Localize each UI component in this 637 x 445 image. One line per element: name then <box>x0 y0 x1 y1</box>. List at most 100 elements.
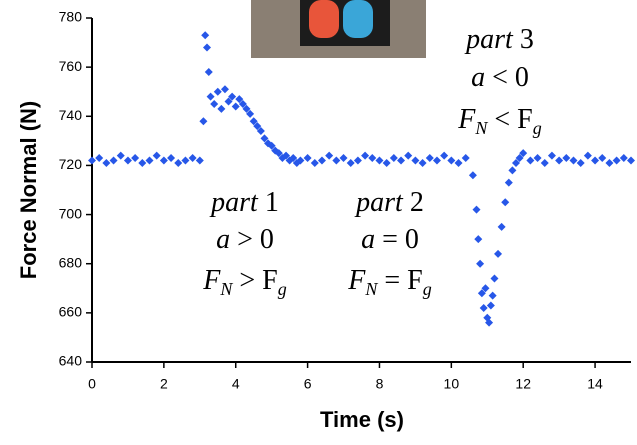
data-point <box>102 158 111 167</box>
data-point <box>220 85 229 94</box>
data-point <box>217 104 226 113</box>
data-point <box>382 158 391 167</box>
annotation: part 3 <box>464 24 534 55</box>
data-point <box>167 154 176 163</box>
annotation-text: F <box>202 265 221 296</box>
y-tick-label: 700 <box>59 205 83 221</box>
annotation-text: F <box>347 265 366 296</box>
annotation-subscript: N <box>364 279 378 299</box>
photo <box>251 0 426 58</box>
annotation-text: F <box>457 104 476 135</box>
data-point <box>235 95 244 104</box>
data-point <box>583 151 592 160</box>
data-point <box>332 156 341 165</box>
data-point <box>246 109 255 118</box>
data-point <box>95 154 104 163</box>
data-point <box>238 100 247 108</box>
annotation-text: 2 <box>403 187 424 218</box>
x-tick-label: 8 <box>376 376 384 392</box>
data-point <box>361 151 370 160</box>
annotation-text: < 0 <box>485 62 529 93</box>
data-point <box>303 154 312 163</box>
data-point <box>461 154 470 163</box>
data-point <box>159 156 168 165</box>
data-point <box>267 141 276 150</box>
data-point <box>569 156 578 165</box>
y-tick-label: 760 <box>59 58 83 74</box>
annotation: part 2 <box>354 187 424 218</box>
data-point <box>224 97 233 106</box>
annotation-text: a <box>471 62 485 93</box>
annotation-text: > F <box>232 265 277 296</box>
data-point <box>282 151 291 160</box>
annotation: part 1 <box>209 187 279 218</box>
data-point <box>242 104 251 113</box>
x-tick-label: 2 <box>160 376 168 392</box>
data-point <box>204 68 213 77</box>
data-point <box>591 156 600 165</box>
data-point <box>210 100 219 108</box>
annotation: FN > Fg <box>202 265 287 299</box>
data-point <box>540 158 549 167</box>
data-point <box>325 151 334 160</box>
x-tick-label: 14 <box>587 376 603 392</box>
data-point <box>533 154 542 163</box>
data-point <box>474 235 483 244</box>
annotation: a < 0 <box>471 62 529 93</box>
data-point <box>88 156 96 165</box>
data-point <box>490 274 499 283</box>
data-point <box>181 156 190 165</box>
data-point <box>231 102 240 111</box>
data-point <box>519 149 528 158</box>
data-point <box>368 154 377 163</box>
data-point <box>310 158 319 167</box>
data-point <box>201 31 210 40</box>
data-point <box>605 158 614 167</box>
annotation-text: a <box>361 224 375 255</box>
annotation-subscript: g <box>423 279 432 299</box>
data-point <box>476 259 485 268</box>
data-point <box>152 151 161 160</box>
data-point <box>562 154 571 163</box>
data-point <box>174 158 183 167</box>
data-point <box>479 303 488 312</box>
annotation-subscript: N <box>474 118 488 138</box>
data-point <box>213 87 222 96</box>
annotation: FN = Fg <box>347 265 432 299</box>
data-point <box>256 127 265 136</box>
annotation-subscript: N <box>219 279 233 299</box>
data-point <box>447 156 456 165</box>
x-axis-title: Time (s) <box>320 407 404 432</box>
data-point <box>485 318 494 327</box>
data-point <box>397 156 406 165</box>
annotation-text: < F <box>487 104 532 135</box>
data-point <box>612 156 621 165</box>
data-point <box>109 156 118 165</box>
data-point <box>317 156 326 165</box>
left-shoe <box>309 0 339 38</box>
data-point <box>481 284 490 293</box>
data-point <box>472 205 481 214</box>
y-tick-label: 680 <box>59 254 83 270</box>
right-shoe <box>343 0 373 38</box>
data-point <box>598 154 607 163</box>
data-point <box>512 158 521 167</box>
data-point <box>296 156 305 165</box>
annotation-text: 1 <box>258 187 279 218</box>
y-tick-label: 740 <box>59 107 83 123</box>
data-point <box>339 154 348 163</box>
y-axis-title: Force Normal (N) <box>16 101 41 279</box>
data-point <box>454 158 463 167</box>
data-point <box>418 158 427 167</box>
data-point <box>488 291 497 300</box>
data-point <box>576 158 585 167</box>
data-point <box>440 151 449 160</box>
data-point <box>619 154 628 163</box>
y-tick-label: 640 <box>59 353 83 369</box>
annotation-text: part <box>354 187 404 218</box>
annotation-text: = 0 <box>375 224 419 255</box>
annotation: FN < Fg <box>457 104 542 138</box>
data-point <box>123 156 132 165</box>
